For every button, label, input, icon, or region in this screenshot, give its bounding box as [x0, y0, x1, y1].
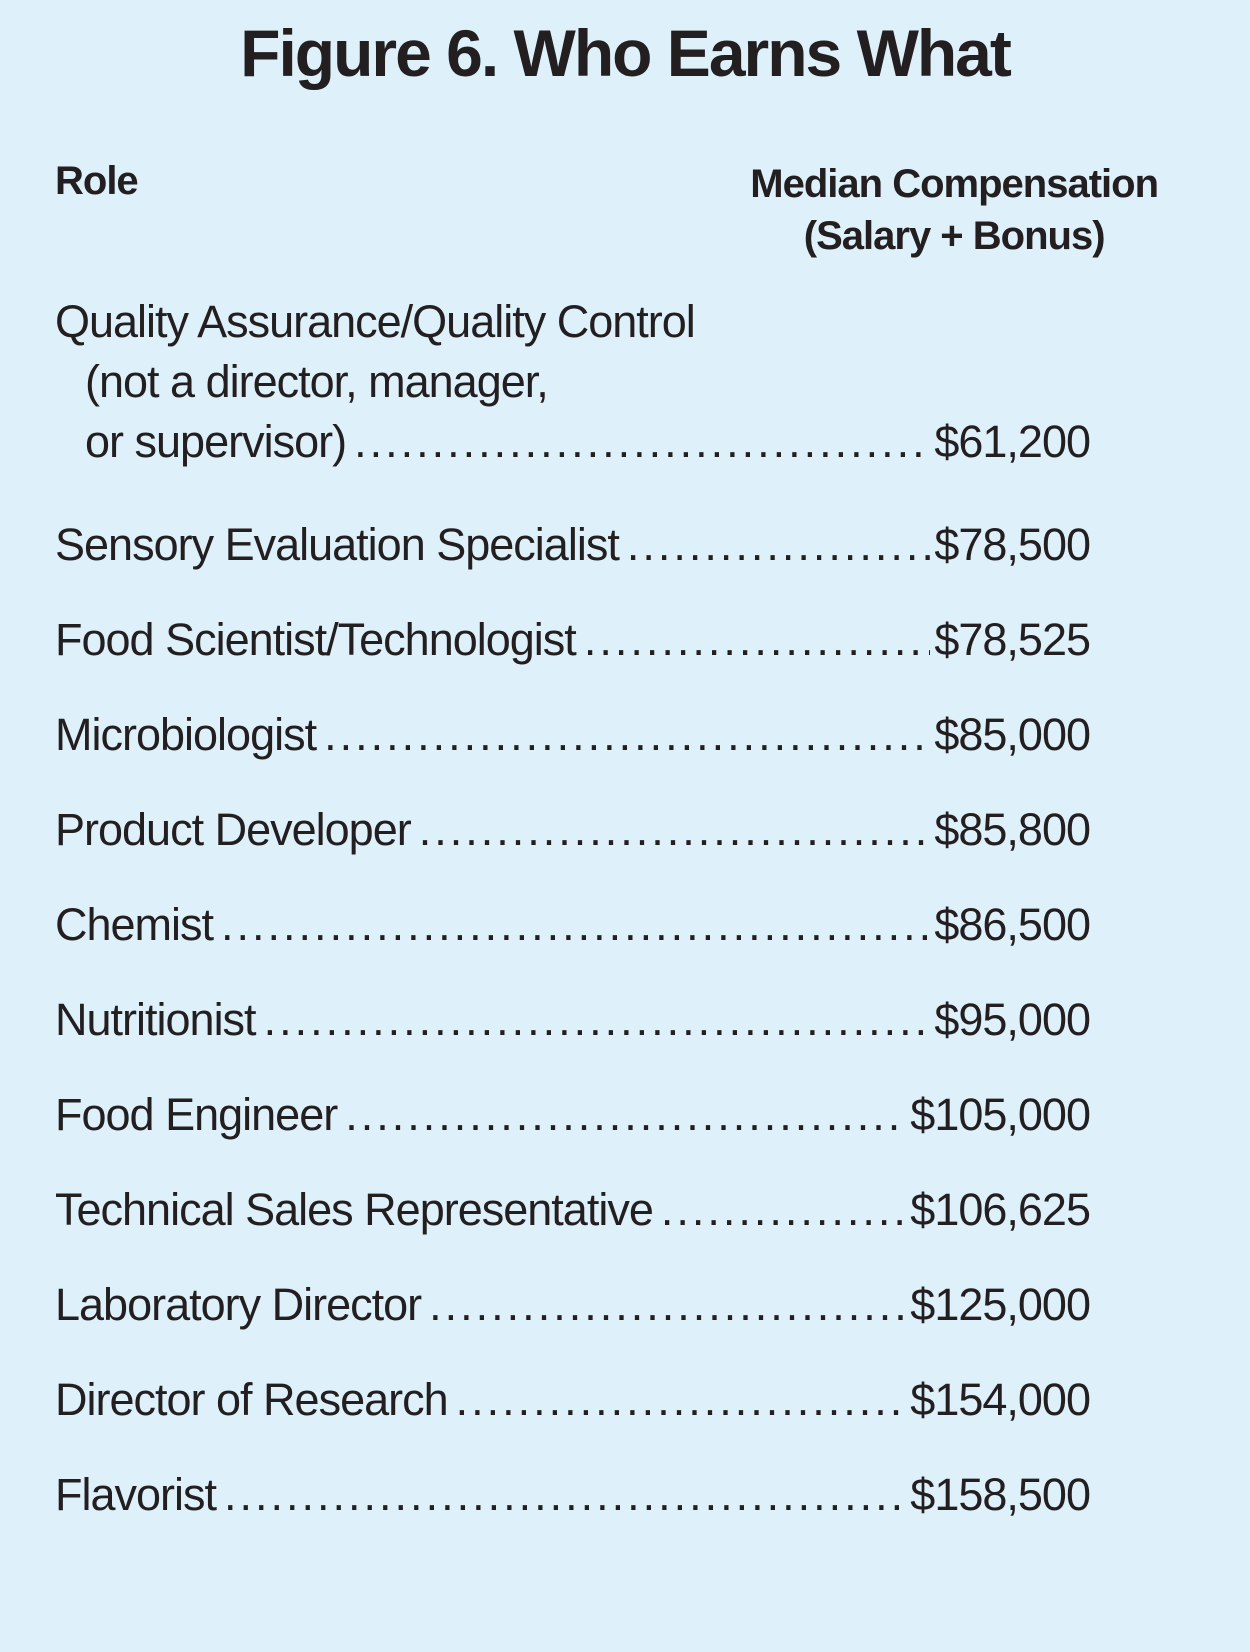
- dot-leader: [264, 997, 931, 1042]
- column-header-compensation-line1: Median Compensation: [750, 162, 1159, 206]
- dot-leader: [419, 807, 931, 852]
- role-label: or supervisor): [85, 416, 347, 467]
- row-leader-line: Flavorist $158,500: [55, 1469, 1091, 1520]
- dot-leader: [354, 412, 930, 472]
- row-leader-line: Chemist $86,500: [55, 899, 1091, 950]
- table-row: Food Scientist/Technologist $78,525: [55, 614, 1091, 665]
- table-row: Microbiologist $85,000: [55, 709, 1091, 760]
- role-label-line: (not a director, manager,: [85, 356, 549, 407]
- row-leader-line: Food Engineer $105,000: [55, 1089, 1091, 1140]
- table-row: Laboratory Director $125,000: [55, 1279, 1091, 1330]
- role-label: Food Scientist/Technologist: [55, 614, 577, 665]
- row-leader-line: Director of Research $154,000: [55, 1374, 1091, 1425]
- column-header-role: Role: [55, 159, 139, 203]
- compensation-value: $95,000: [934, 994, 1091, 1045]
- compensation-value: $78,525: [934, 614, 1091, 665]
- compensation-value: $125,000: [910, 1279, 1091, 1330]
- row-leader-line: Nutritionist $95,000: [55, 994, 1091, 1045]
- dot-leader: [429, 1282, 906, 1327]
- compensation-value: $85,000: [934, 709, 1091, 760]
- role-label: Sensory Evaluation Specialist: [55, 519, 620, 570]
- table-row: Flavorist $158,500: [55, 1469, 1091, 1520]
- row-leader-line: Product Developer $85,800: [55, 804, 1091, 855]
- compensation-value: $61,200: [934, 416, 1091, 467]
- role-label: Flavorist: [55, 1469, 217, 1520]
- dot-leader: [627, 522, 931, 567]
- compensation-value: $86,500: [934, 899, 1091, 950]
- role-label: Director of Research: [55, 1374, 449, 1425]
- table-row: Quality Assurance/Quality Control (not a …: [55, 292, 1091, 472]
- compensation-value: $154,000: [910, 1374, 1091, 1425]
- dot-leader: [221, 902, 930, 947]
- dot-leader: [324, 712, 930, 757]
- role-label: Laboratory Director: [55, 1279, 422, 1330]
- compensation-value: $106,625: [910, 1184, 1091, 1235]
- table-row: Nutritionist $95,000: [55, 994, 1091, 1045]
- table-row: Chemist $86,500: [55, 899, 1091, 950]
- row-leader-line: or supervisor) $61,200: [55, 412, 1091, 472]
- row-leader-line: Technical Sales Representative $106,625: [55, 1184, 1091, 1235]
- dot-leader: [661, 1187, 906, 1232]
- role-label: Technical Sales Representative: [55, 1184, 654, 1235]
- row-leader-line: Food Scientist/Technologist $78,525: [55, 614, 1091, 665]
- table-row: Product Developer $85,800: [55, 804, 1091, 855]
- role-label: Chemist: [55, 899, 214, 950]
- rows: Quality Assurance/Quality Control (not a …: [55, 292, 1091, 1520]
- compensation-value: $85,800: [934, 804, 1091, 855]
- compensation-value: $105,000: [910, 1089, 1091, 1140]
- table-header: Role Median Compensation (Salary + Bonus…: [0, 158, 1250, 264]
- row-leader-line: Microbiologist $85,000: [55, 709, 1091, 760]
- role-label-line: Quality Assurance/Quality Control: [55, 296, 696, 347]
- row-leader-line: Sensory Evaluation Specialist $78,500: [55, 519, 1091, 570]
- column-header-compensation-line2: (Salary + Bonus): [803, 214, 1106, 258]
- dot-leader: [584, 617, 931, 662]
- table-row: Technical Sales Representative $106,625: [55, 1184, 1091, 1235]
- row-leader-line: Laboratory Director $125,000: [55, 1279, 1091, 1330]
- dot-leader: [224, 1472, 906, 1517]
- dot-leader: [345, 1092, 906, 1137]
- table-row: Director of Research $154,000: [55, 1374, 1091, 1425]
- role-label: Nutritionist: [55, 994, 257, 1045]
- role-label: Microbiologist: [55, 709, 317, 760]
- table-row: Food Engineer $105,000: [55, 1089, 1091, 1140]
- dot-leader: [456, 1377, 907, 1422]
- figure-title: Figure 6. Who Earns What: [240, 16, 1012, 90]
- compensation-value: $158,500: [910, 1469, 1091, 1520]
- role-label: Food Engineer: [55, 1089, 338, 1140]
- column-header-compensation: Median Compensation (Salary + Bonus): [750, 158, 1159, 262]
- compensation-value: $78,500: [934, 519, 1091, 570]
- role-label: Product Developer: [55, 804, 412, 855]
- table-row: Sensory Evaluation Specialist $78,500: [55, 519, 1091, 570]
